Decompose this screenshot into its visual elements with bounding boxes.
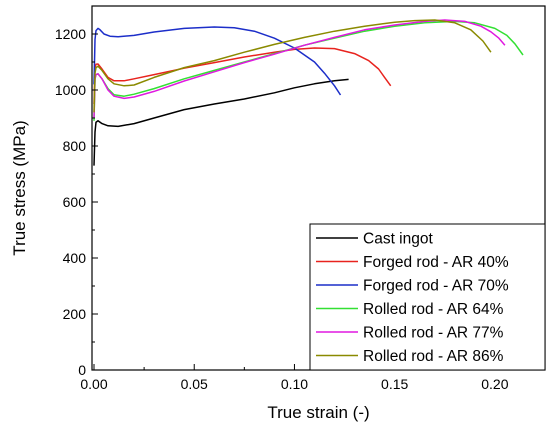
y-tick-label: 0 [78, 362, 86, 378]
y-axis-title: True stress (MPa) [10, 120, 29, 255]
legend-box [309, 223, 546, 371]
legend-label: Forged rod - AR 70% [363, 278, 509, 295]
x-tick-label: 0.10 [281, 376, 308, 392]
y-tick-label: 1000 [55, 82, 86, 98]
series-line-5 [93, 19, 506, 119]
series-line-6 [93, 19, 492, 113]
y-tick-label: 400 [63, 250, 87, 266]
x-tick-label: 0.00 [80, 376, 107, 392]
legend-label: Cast ingot [363, 231, 433, 248]
x-tick-label: 0.20 [481, 376, 508, 392]
y-tick-label: 800 [63, 138, 87, 154]
legend-label: Rolled rod - AR 64% [363, 301, 504, 318]
y-tick-label: 1200 [55, 26, 86, 42]
x-tick-label: 0.05 [181, 376, 208, 392]
series-line-1 [93, 78, 349, 166]
legend-label: Rolled rod - AR 77% [363, 325, 504, 342]
y-tick-label: 600 [63, 194, 87, 210]
series-layer [93, 19, 524, 166]
series-line-2 [93, 47, 392, 105]
x-tick-label: 0.15 [381, 376, 408, 392]
x-axis-title: True strain (-) [267, 403, 369, 422]
y-tick-label: 200 [63, 306, 87, 322]
axes-layer: 0.00 0.05 0.10 0.15 0.20 0 200 400 600 800 1000 120… [55, 26, 546, 392]
legend-label: Forged rod - AR 40% [363, 254, 509, 271]
legend-label: Rolled rod - AR 86% [363, 348, 504, 365]
series-line-3 [93, 26, 342, 96]
legend: Cast ingot Forged rod - AR 40% Forged rod … [309, 223, 546, 371]
